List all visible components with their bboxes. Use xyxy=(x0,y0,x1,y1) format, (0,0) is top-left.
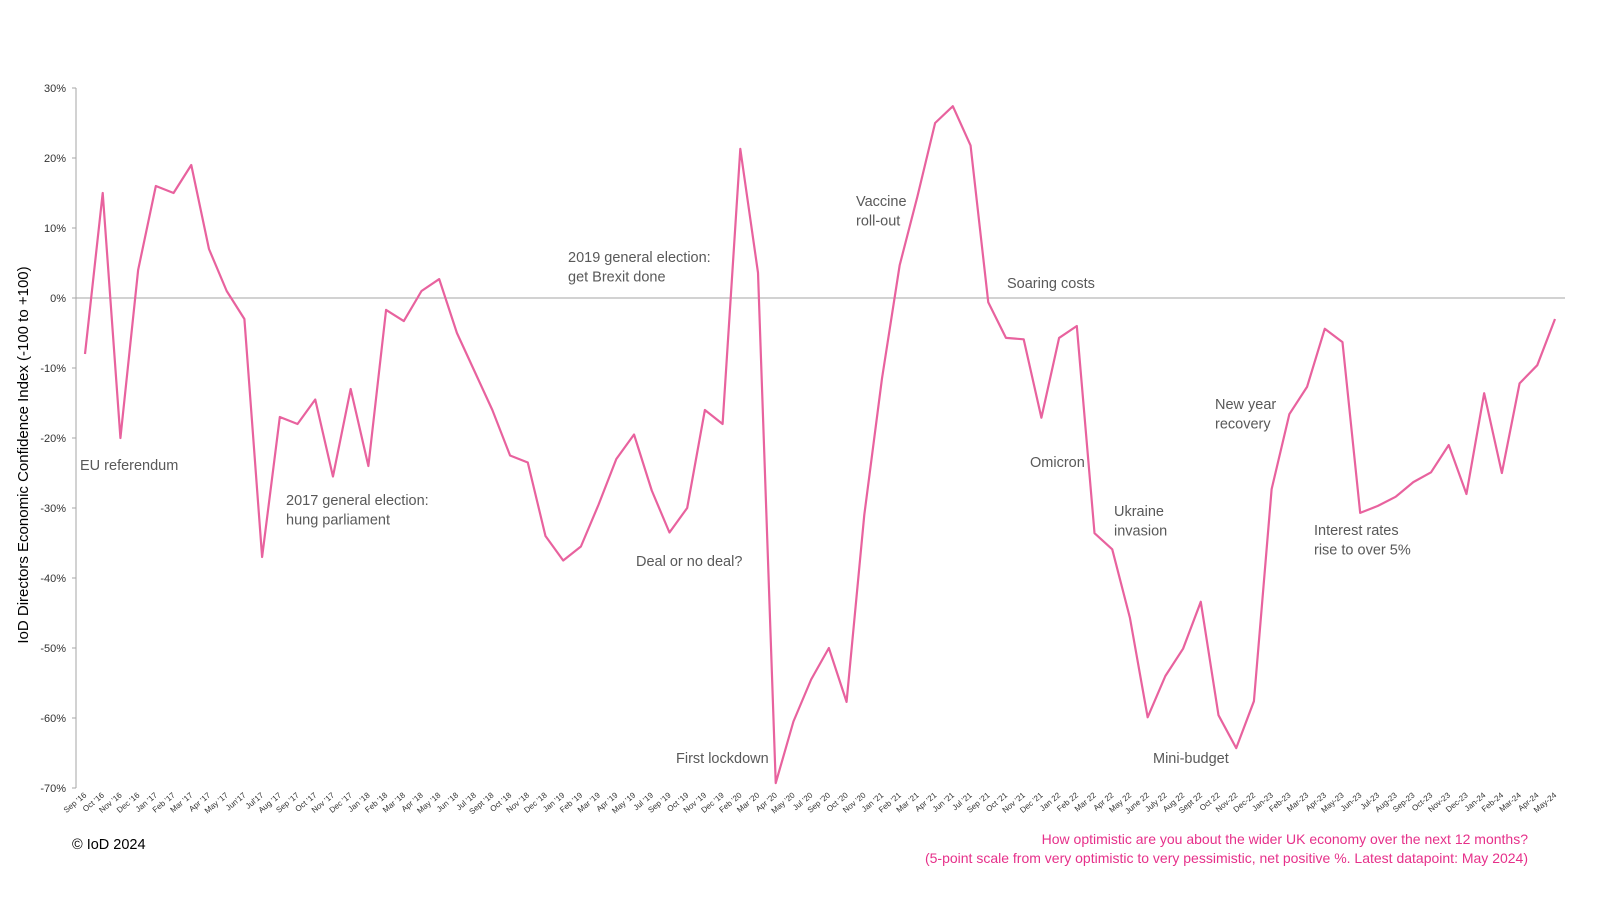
annotation: Deal or no deal? xyxy=(636,554,742,570)
y-tick-label: -30% xyxy=(40,503,66,515)
annotation: EU referendum xyxy=(80,458,178,474)
annotation: Ukraine xyxy=(1114,504,1164,520)
annotation: Soaring costs xyxy=(1007,276,1095,292)
y-tick-label: -10% xyxy=(40,363,66,375)
annotation: recovery xyxy=(1215,417,1271,433)
annotation: 2017 general election: xyxy=(286,493,429,509)
annotation: get Brexit done xyxy=(568,270,666,286)
x-tick-label: Jun'17 xyxy=(224,790,248,812)
y-axis-title: IoD Directors Economic Confidence Index … xyxy=(15,266,32,643)
annotation: Interest rates xyxy=(1314,523,1399,539)
y-tick-label: -50% xyxy=(40,643,66,655)
y-tick-label: 0% xyxy=(50,293,66,305)
annotation: invasion xyxy=(1114,524,1167,540)
note: (5-point scale from very optimistic to v… xyxy=(925,850,1528,866)
y-tick-label: -70% xyxy=(40,783,66,795)
note: How optimistic are you about the wider U… xyxy=(1042,831,1529,847)
annotation: First lockdown xyxy=(676,751,769,767)
y-tick-label: 30% xyxy=(44,83,66,95)
x-tick-label: Jun-23 xyxy=(1339,790,1364,813)
y-tick-label: 20% xyxy=(44,153,66,165)
annotation: roll-out xyxy=(856,214,900,230)
annotation: New year xyxy=(1215,397,1276,413)
y-tick-label: 10% xyxy=(44,223,66,235)
annotation: Omicron xyxy=(1030,455,1085,471)
copyright: © IoD 2024 xyxy=(72,837,146,853)
annotation: Mini-budget xyxy=(1153,751,1229,767)
y-tick-label: -20% xyxy=(40,433,66,445)
annotation: 2019 general election: xyxy=(568,250,711,266)
annotation: rise to over 5% xyxy=(1314,543,1411,559)
y-tick-label: -40% xyxy=(40,573,66,585)
data-line xyxy=(83,105,1557,785)
annotation: Vaccine xyxy=(856,194,907,210)
y-tick-label: -60% xyxy=(40,713,66,725)
annotation: hung parliament xyxy=(286,513,390,529)
